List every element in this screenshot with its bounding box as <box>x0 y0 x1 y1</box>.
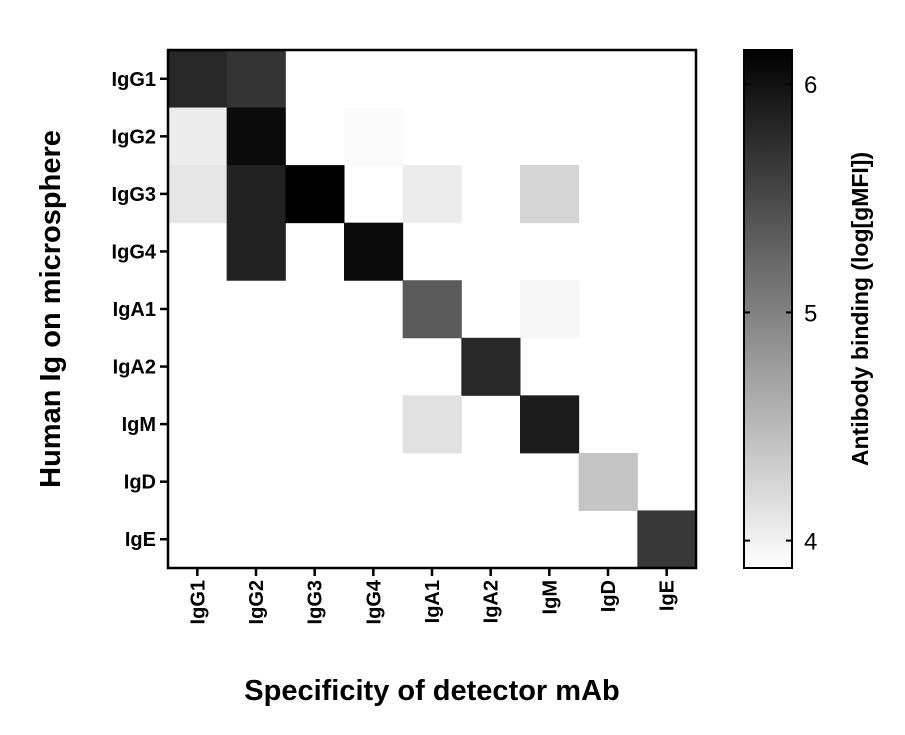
heatmap-cell-igg3-iga1 <box>402 165 462 224</box>
colorbar <box>743 49 793 569</box>
heatmap-cell-ige-ige <box>637 510 697 569</box>
y-tick-label-igd: IgD <box>124 472 156 494</box>
heatmap-cell-iga2-iga2 <box>461 337 521 396</box>
heatmap-cell-iga1-igm <box>520 280 580 339</box>
heatmap-cell-igg2-igg4 <box>344 107 404 166</box>
colorbar-tick-label: 5 <box>804 300 817 327</box>
heatmap-cell-igg2-igg2 <box>226 107 286 166</box>
x-axis-title: Specificity of detector mAb <box>244 675 619 707</box>
x-tick-label-igg2: IgG2 <box>246 580 268 624</box>
heatmap-cell-iga1-iga1 <box>402 280 462 339</box>
colorbar-ticks: 4 5 6 <box>744 72 817 556</box>
x-tick-label-igd: IgD <box>598 580 620 612</box>
y-tick-label-igg4: IgG4 <box>112 241 157 263</box>
heatmap-cell-igg3-igg3 <box>285 165 345 224</box>
heatmap-cells <box>168 50 697 569</box>
colorbar-tick-label: 6 <box>804 72 817 99</box>
x-axis: IgG1 IgG2 IgG3 IgG4 IgA1 IgA2 IgM IgD IgE <box>187 568 679 624</box>
y-axis-title: Human Ig on microsphere <box>35 130 67 488</box>
heatmap-cell-igg2-igg1 <box>168 107 228 166</box>
heatmap-cell-igd-igd <box>578 452 638 511</box>
x-tick-label-igg3: IgG3 <box>305 580 327 624</box>
heatmap-cell-igg4-igg4 <box>344 222 404 281</box>
colorbar-tick-label: 4 <box>804 529 817 556</box>
y-tick-label-iga2: IgA2 <box>113 357 156 379</box>
y-axis: IgG1 IgG2 IgG3 IgG4 IgA1 IgA2 IgM IgD IgE <box>112 69 168 551</box>
y-tick-label-igg1: IgG1 <box>112 69 156 91</box>
y-tick-label-igg3: IgG3 <box>112 184 156 206</box>
heatmap-cell-igm-iga1 <box>402 395 462 454</box>
heatmap-cell-igg1-igg2 <box>226 50 286 109</box>
x-tick-label-ige: IgE <box>657 580 679 611</box>
x-tick-label-igg1: IgG1 <box>187 580 209 624</box>
heatmap-cell-igg1-igg1 <box>168 50 228 109</box>
heatmap-cell-igg4-igg2 <box>226 222 286 281</box>
x-tick-label-igg4: IgG4 <box>363 579 385 624</box>
heatmap-cell-igg3-igg2 <box>226 165 286 224</box>
y-tick-label-ige: IgE <box>125 529 156 551</box>
heatmap-cell-igg3-igm <box>520 165 580 224</box>
y-tick-label-iga1: IgA1 <box>113 299 156 321</box>
x-tick-label-iga1: IgA1 <box>422 580 444 623</box>
heatmap-cell-igm-igm <box>520 395 580 454</box>
y-tick-label-igm: IgM <box>122 414 156 436</box>
heatmap-cell-igg3-igg1 <box>168 165 228 224</box>
x-tick-label-iga2: IgA2 <box>481 580 503 623</box>
colorbar-title: Antibody binding (log[gMFI]) <box>847 152 873 466</box>
x-tick-label-igm: IgM <box>539 580 561 614</box>
y-tick-label-igg2: IgG2 <box>112 126 156 148</box>
